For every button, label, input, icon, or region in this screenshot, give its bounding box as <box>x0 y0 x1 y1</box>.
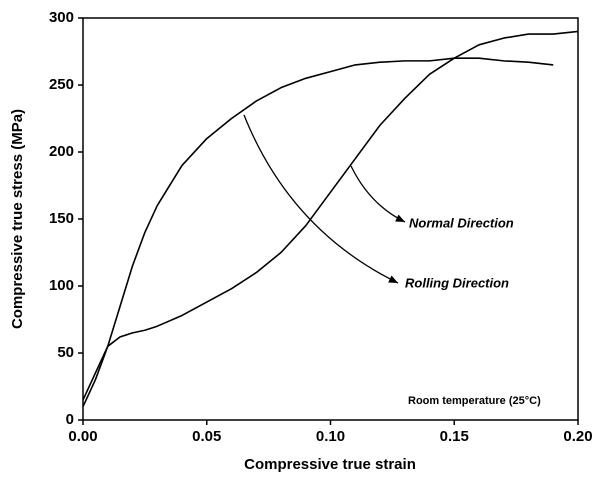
x-tick-label: 0.05 <box>192 428 221 445</box>
y-tick-label: 50 <box>57 344 74 361</box>
annotation-arrow <box>243 114 399 284</box>
x-tick-label: 0.20 <box>563 428 592 445</box>
y-tick-label: 100 <box>49 277 74 294</box>
x-axis-label: Compressive true strain <box>244 456 416 473</box>
data-line <box>82 57 554 407</box>
y-tick-label: 150 <box>49 210 74 227</box>
x-tick-label: 0.10 <box>316 428 345 445</box>
y-tick-label: 200 <box>49 143 74 160</box>
annotation: Room temperature (25°C) <box>408 395 541 407</box>
annotation-arrow <box>350 165 406 223</box>
series-annotation: Rolling Direction <box>405 275 509 290</box>
y-tick-label: 0 <box>66 411 74 428</box>
series-annotation: Normal Direction <box>409 215 514 230</box>
data-line <box>82 30 579 401</box>
y-tick-label: 250 <box>49 76 74 93</box>
x-tick-label: 0.15 <box>440 428 469 445</box>
y-axis-label: Compressive true stress (MPa) <box>9 109 26 329</box>
y-tick-label: 300 <box>49 9 74 26</box>
x-tick-label: 0.00 <box>68 428 97 445</box>
